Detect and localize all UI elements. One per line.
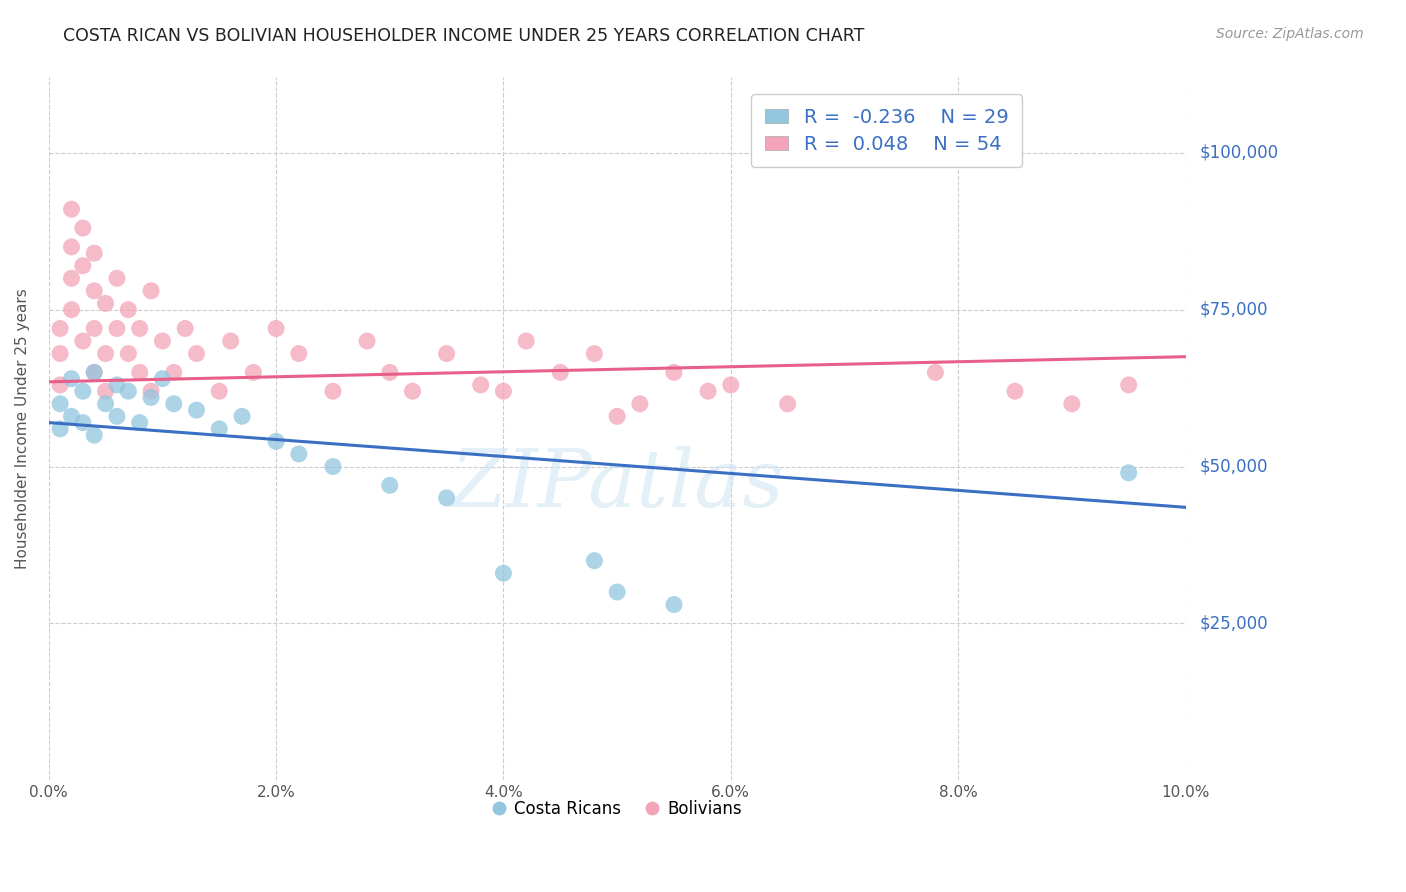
Point: [583, 554, 606, 568]
Point: [94, 384, 117, 399]
Point: [94, 397, 117, 411]
Point: [356, 334, 378, 348]
Point: [288, 346, 311, 360]
Point: [94, 296, 117, 310]
Point: [117, 346, 139, 360]
Point: [186, 403, 208, 417]
Point: [606, 409, 628, 424]
Point: [174, 321, 197, 335]
Point: [264, 434, 287, 449]
Point: [242, 365, 264, 379]
Point: [924, 365, 946, 379]
Point: [163, 397, 186, 411]
Point: [492, 384, 515, 399]
Point: [117, 302, 139, 317]
Point: [60, 202, 83, 217]
Point: [139, 284, 162, 298]
Point: [128, 321, 150, 335]
Point: [83, 365, 105, 379]
Point: [1118, 466, 1140, 480]
Legend: Costa Ricans, Bolivians: Costa Ricans, Bolivians: [485, 793, 749, 825]
Point: [117, 384, 139, 399]
Point: [548, 365, 571, 379]
Point: [401, 384, 423, 399]
Point: [288, 447, 311, 461]
Point: [60, 240, 83, 254]
Point: [378, 365, 401, 379]
Point: [49, 422, 72, 436]
Point: [105, 409, 128, 424]
Point: [49, 346, 72, 360]
Point: [628, 397, 651, 411]
Point: [186, 346, 208, 360]
Point: [152, 334, 174, 348]
Point: [208, 384, 231, 399]
Y-axis label: Householder Income Under 25 years: Householder Income Under 25 years: [15, 288, 30, 569]
Point: [208, 422, 231, 436]
Point: [49, 321, 72, 335]
Point: [163, 365, 186, 379]
Point: [436, 346, 458, 360]
Point: [470, 378, 492, 392]
Point: [515, 334, 537, 348]
Point: [72, 384, 94, 399]
Text: ZIPatlas: ZIPatlas: [450, 446, 785, 524]
Point: [1118, 378, 1140, 392]
Point: [436, 491, 458, 505]
Point: [49, 378, 72, 392]
Text: $25,000: $25,000: [1199, 615, 1268, 632]
Point: [264, 321, 287, 335]
Point: [720, 378, 742, 392]
Point: [83, 365, 105, 379]
Point: [139, 391, 162, 405]
Point: [1004, 384, 1026, 399]
Point: [662, 365, 685, 379]
Text: $50,000: $50,000: [1199, 458, 1268, 475]
Point: [492, 566, 515, 581]
Point: [83, 284, 105, 298]
Point: [231, 409, 253, 424]
Point: [60, 271, 83, 285]
Text: $100,000: $100,000: [1199, 144, 1278, 161]
Text: COSTA RICAN VS BOLIVIAN HOUSEHOLDER INCOME UNDER 25 YEARS CORRELATION CHART: COSTA RICAN VS BOLIVIAN HOUSEHOLDER INCO…: [63, 27, 865, 45]
Point: [139, 384, 162, 399]
Text: Source: ZipAtlas.com: Source: ZipAtlas.com: [1216, 27, 1364, 41]
Point: [152, 372, 174, 386]
Point: [128, 365, 150, 379]
Point: [219, 334, 242, 348]
Point: [60, 302, 83, 317]
Point: [72, 334, 94, 348]
Point: [83, 246, 105, 260]
Point: [606, 585, 628, 599]
Point: [697, 384, 720, 399]
Point: [105, 321, 128, 335]
Point: [83, 321, 105, 335]
Point: [662, 598, 685, 612]
Point: [105, 378, 128, 392]
Point: [83, 428, 105, 442]
Point: [72, 221, 94, 235]
Point: [322, 459, 344, 474]
Point: [72, 416, 94, 430]
Point: [776, 397, 799, 411]
Point: [1060, 397, 1083, 411]
Point: [60, 409, 83, 424]
Point: [60, 372, 83, 386]
Point: [49, 397, 72, 411]
Point: [322, 384, 344, 399]
Point: [583, 346, 606, 360]
Point: [105, 271, 128, 285]
Text: $75,000: $75,000: [1199, 301, 1268, 318]
Point: [128, 416, 150, 430]
Point: [72, 259, 94, 273]
Point: [378, 478, 401, 492]
Point: [94, 346, 117, 360]
